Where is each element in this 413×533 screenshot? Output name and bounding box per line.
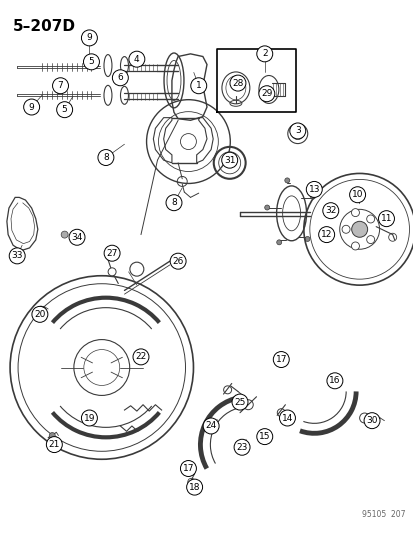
Text: 22: 22 bbox=[135, 352, 146, 361]
Text: 95105  207: 95105 207 bbox=[361, 510, 404, 519]
Text: 17: 17 bbox=[182, 464, 194, 473]
Text: 24: 24 bbox=[205, 422, 216, 431]
Text: 27: 27 bbox=[106, 249, 118, 258]
Circle shape bbox=[273, 352, 289, 368]
Circle shape bbox=[52, 78, 68, 94]
Text: 13: 13 bbox=[308, 185, 319, 194]
Circle shape bbox=[81, 30, 97, 46]
Circle shape bbox=[190, 78, 206, 94]
Circle shape bbox=[304, 237, 309, 241]
Text: 25: 25 bbox=[234, 398, 245, 407]
Circle shape bbox=[233, 439, 249, 455]
Text: 26: 26 bbox=[172, 257, 183, 265]
Text: 33: 33 bbox=[12, 252, 23, 260]
Circle shape bbox=[49, 433, 55, 439]
Circle shape bbox=[231, 394, 247, 410]
Text: 32: 32 bbox=[324, 206, 336, 215]
Text: 9: 9 bbox=[86, 34, 92, 43]
Circle shape bbox=[180, 461, 196, 477]
Circle shape bbox=[221, 152, 237, 168]
Text: 31: 31 bbox=[223, 156, 235, 165]
Text: 8: 8 bbox=[171, 198, 176, 207]
Circle shape bbox=[83, 54, 99, 70]
Circle shape bbox=[9, 248, 25, 264]
Text: 18: 18 bbox=[188, 482, 200, 491]
Circle shape bbox=[276, 240, 281, 245]
Text: 1: 1 bbox=[195, 81, 201, 90]
Text: 5: 5 bbox=[62, 105, 67, 114]
Circle shape bbox=[61, 231, 68, 238]
Text: 5–207D: 5–207D bbox=[13, 19, 76, 34]
Text: 14: 14 bbox=[281, 414, 292, 423]
Circle shape bbox=[170, 253, 185, 269]
Circle shape bbox=[322, 203, 338, 219]
Text: 4: 4 bbox=[134, 55, 139, 63]
Circle shape bbox=[366, 236, 374, 244]
Circle shape bbox=[359, 413, 369, 423]
Circle shape bbox=[349, 187, 365, 203]
Circle shape bbox=[229, 75, 245, 91]
Text: 12: 12 bbox=[320, 230, 332, 239]
Circle shape bbox=[279, 410, 295, 426]
Circle shape bbox=[310, 194, 315, 199]
Circle shape bbox=[363, 413, 379, 429]
Text: 19: 19 bbox=[83, 414, 95, 423]
Circle shape bbox=[351, 221, 367, 237]
Circle shape bbox=[108, 268, 116, 276]
Circle shape bbox=[98, 150, 114, 166]
Text: 21: 21 bbox=[49, 440, 60, 449]
Circle shape bbox=[318, 227, 334, 243]
Text: 6: 6 bbox=[117, 73, 123, 82]
Circle shape bbox=[258, 86, 274, 102]
Circle shape bbox=[377, 211, 394, 227]
Circle shape bbox=[306, 181, 321, 197]
Circle shape bbox=[24, 99, 40, 115]
Circle shape bbox=[81, 410, 97, 426]
Circle shape bbox=[256, 429, 272, 445]
Text: 2: 2 bbox=[261, 50, 267, 58]
Circle shape bbox=[351, 242, 358, 250]
Circle shape bbox=[133, 349, 149, 365]
Text: 28: 28 bbox=[232, 78, 243, 87]
Circle shape bbox=[37, 306, 45, 314]
Circle shape bbox=[166, 195, 182, 211]
Text: 15: 15 bbox=[259, 432, 270, 441]
Text: 29: 29 bbox=[261, 89, 272, 98]
Text: 10: 10 bbox=[351, 190, 363, 199]
Text: 11: 11 bbox=[380, 214, 391, 223]
Text: 20: 20 bbox=[34, 310, 45, 319]
Text: 23: 23 bbox=[236, 443, 247, 452]
Circle shape bbox=[366, 215, 374, 223]
Circle shape bbox=[104, 245, 120, 261]
Text: 16: 16 bbox=[328, 376, 340, 385]
Circle shape bbox=[351, 208, 358, 216]
Text: 17: 17 bbox=[275, 355, 286, 364]
Circle shape bbox=[128, 51, 145, 67]
Text: 30: 30 bbox=[366, 416, 377, 425]
Circle shape bbox=[264, 205, 269, 210]
Circle shape bbox=[289, 123, 305, 139]
Circle shape bbox=[57, 102, 72, 118]
Circle shape bbox=[112, 70, 128, 86]
Text: 7: 7 bbox=[57, 81, 63, 90]
Circle shape bbox=[69, 229, 85, 245]
Text: 8: 8 bbox=[103, 153, 109, 162]
Circle shape bbox=[46, 437, 62, 453]
Circle shape bbox=[256, 46, 272, 62]
Text: 9: 9 bbox=[28, 102, 34, 111]
Circle shape bbox=[326, 373, 342, 389]
Circle shape bbox=[284, 178, 289, 183]
Text: 5: 5 bbox=[88, 58, 94, 66]
Circle shape bbox=[186, 479, 202, 495]
Circle shape bbox=[32, 306, 48, 322]
Text: 34: 34 bbox=[71, 233, 83, 242]
Circle shape bbox=[341, 225, 349, 233]
Text: 3: 3 bbox=[294, 126, 300, 135]
Circle shape bbox=[203, 418, 218, 434]
